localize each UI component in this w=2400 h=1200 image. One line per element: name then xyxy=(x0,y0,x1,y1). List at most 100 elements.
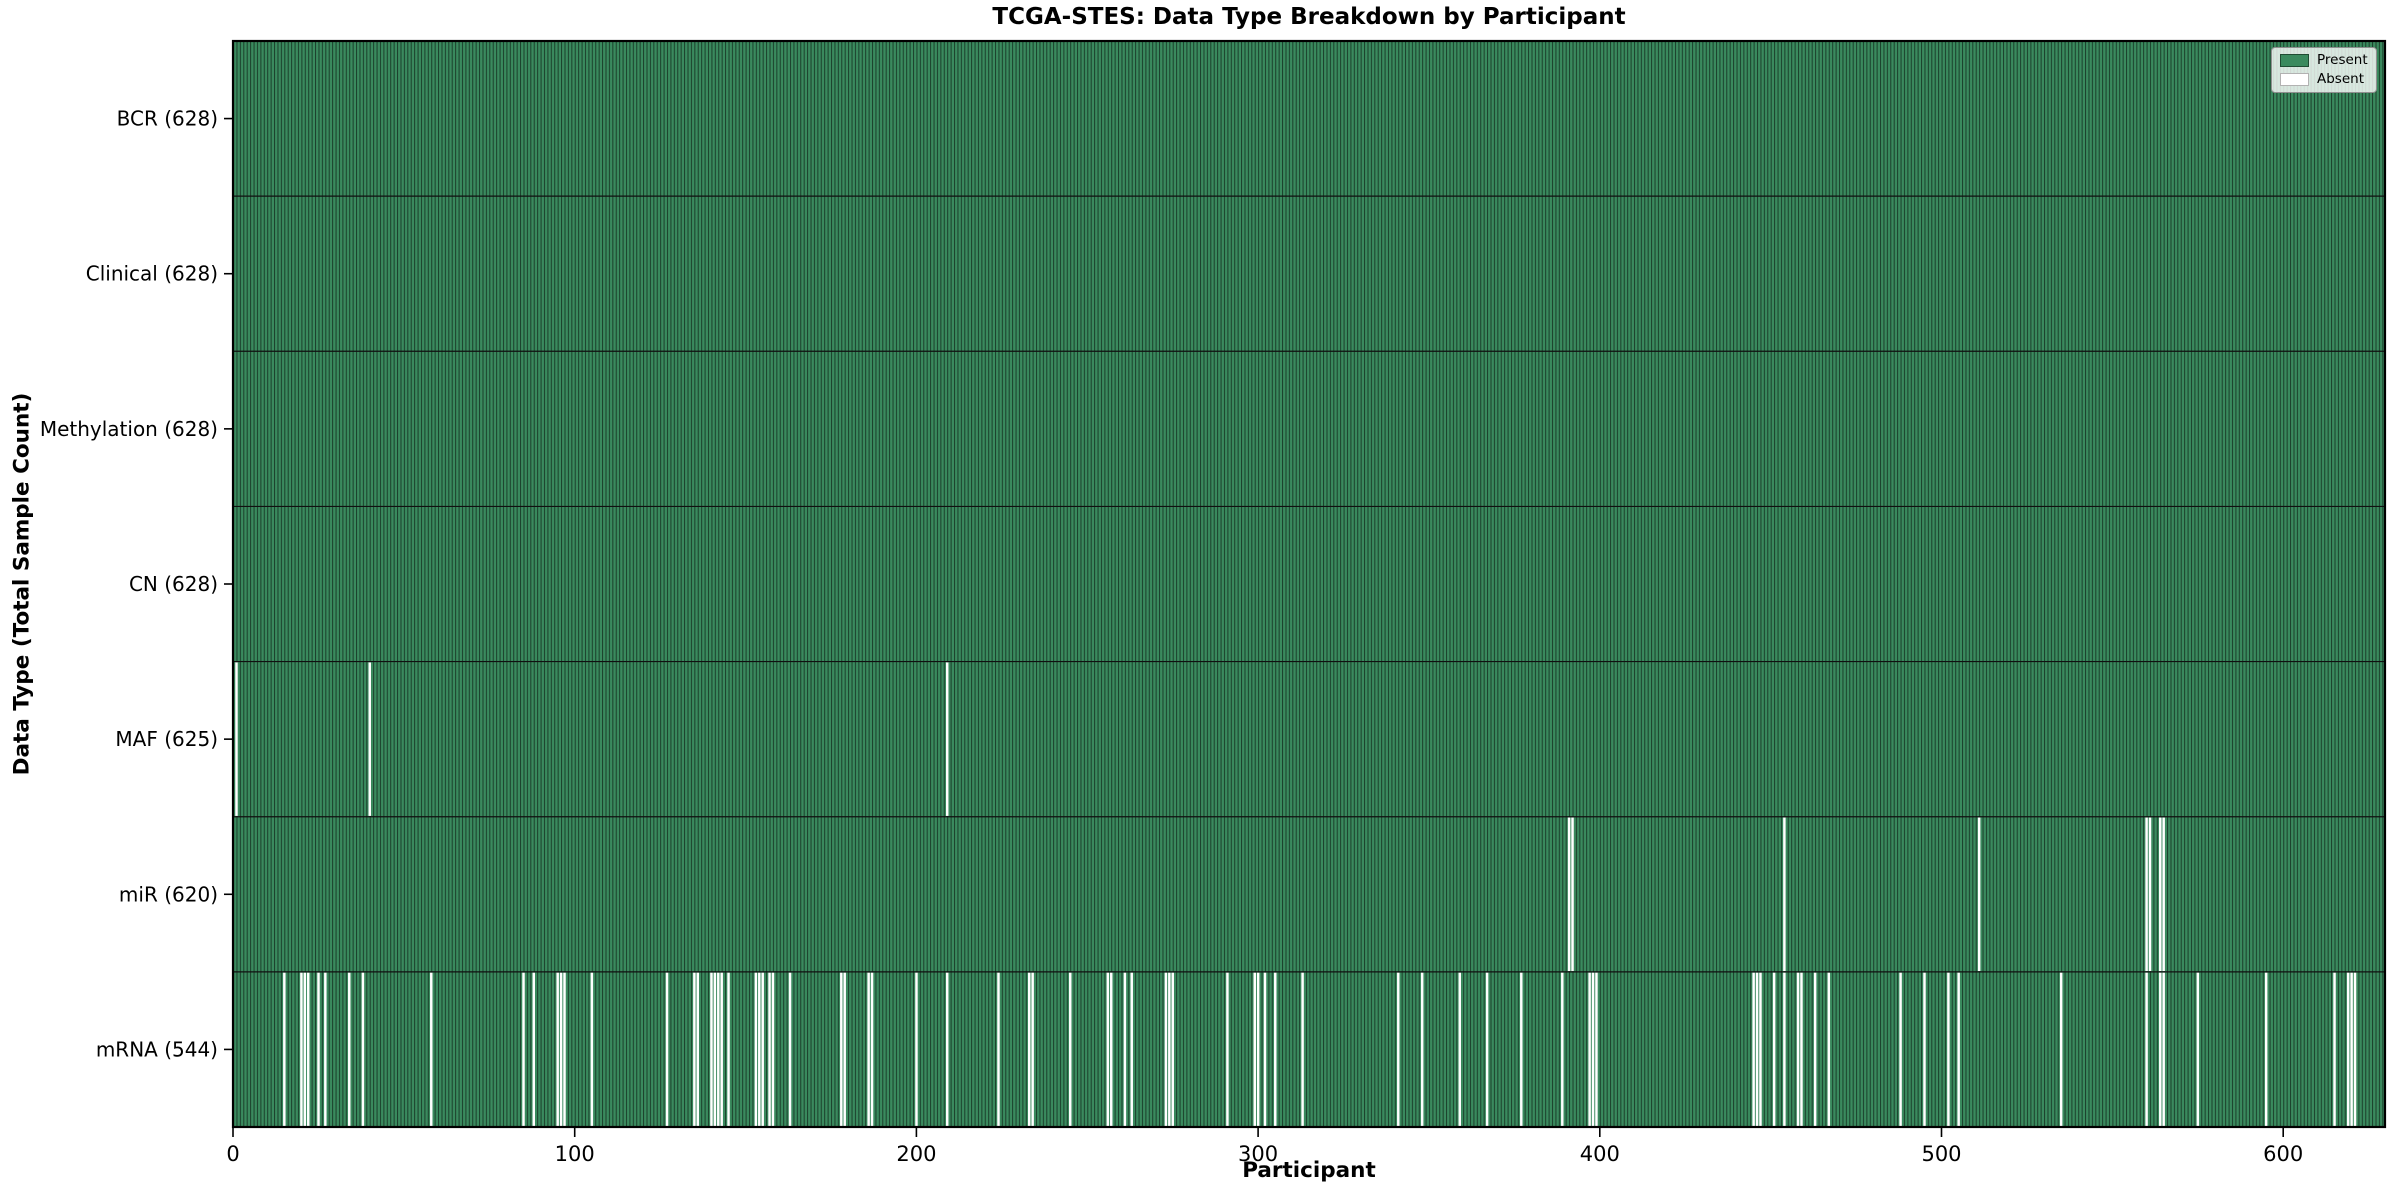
absent-strip-mRNA xyxy=(870,972,874,1127)
absent-strip-mRNA xyxy=(1752,972,1755,1127)
absent-strip-miR xyxy=(2159,817,2162,972)
y-tick-label: mRNA (544) xyxy=(96,1037,218,1061)
absent-strip-mRNA xyxy=(1899,972,1902,1127)
absent-strip-mRNA xyxy=(1485,972,1489,1127)
absent-strip-mRNA xyxy=(945,972,949,1127)
absent-strip-mRNA xyxy=(556,972,559,1127)
absent-strip-mRNA xyxy=(1171,972,1174,1127)
x-tick-label: 300 xyxy=(1238,1142,1278,1166)
absent-strip-miR xyxy=(2148,817,2152,972)
absent-strip-mRNA xyxy=(590,972,594,1127)
absent-strip-mRNA xyxy=(1561,972,1564,1127)
absent-strip-mRNA xyxy=(2162,972,2165,1127)
absent-strip-mRNA xyxy=(1957,972,1960,1127)
absent-strip-mRNA xyxy=(1923,972,1926,1127)
absent-strip-mRNA xyxy=(665,972,669,1127)
absent-strip-mRNA xyxy=(522,972,525,1127)
absent-strip-mRNA xyxy=(696,972,700,1127)
absent-strip-miR xyxy=(1977,817,1981,972)
absent-strip-mRNA xyxy=(1759,972,1762,1127)
absent-strip-mRNA xyxy=(2145,972,2148,1127)
legend-label-absent: Absent xyxy=(2317,70,2364,87)
absent-strip-mRNA xyxy=(317,972,320,1127)
absent-strip-mRNA xyxy=(2350,972,2353,1127)
absent-strip-mRNA xyxy=(1755,972,1759,1127)
x-tick-label: 400 xyxy=(1580,1142,1620,1166)
absent-strip-mRNA xyxy=(693,972,696,1127)
x-tick-label: 200 xyxy=(896,1142,936,1166)
absent-strip-mRNA xyxy=(997,972,1000,1127)
absent-strip-mRNA xyxy=(717,972,720,1127)
absent-strip-mRNA xyxy=(2264,972,2268,1127)
absent-strip-mRNA xyxy=(300,972,303,1127)
absent-strip-mRNA xyxy=(1591,972,1595,1127)
absent-strip-mRNA xyxy=(283,972,286,1127)
absent-strip-mRNA xyxy=(713,972,717,1127)
y-tick-label: Methylation (628) xyxy=(40,417,218,441)
absent-strip-mRNA xyxy=(430,972,433,1127)
absent-strip-mRNA xyxy=(1595,972,1598,1127)
absent-strip-mRNA xyxy=(1827,972,1831,1127)
absent-strip-mRNA xyxy=(1420,972,1424,1127)
absent-strip-mRNA xyxy=(1031,972,1034,1127)
present-field xyxy=(233,41,2385,1127)
absent-strip-mRNA xyxy=(758,972,761,1127)
absent-strip-mRNA xyxy=(771,972,775,1127)
absent-strip-mRNA xyxy=(1106,972,1110,1127)
y-tick-label: MAF (625) xyxy=(115,727,218,751)
absent-strip-mRNA xyxy=(768,972,771,1127)
absent-strip-mRNA xyxy=(1226,972,1229,1127)
absent-strip-mRNA xyxy=(788,972,792,1127)
absent-strip-mRNA xyxy=(867,972,870,1127)
absent-strip-mRNA xyxy=(2059,972,2063,1127)
absent-strip-mRNA xyxy=(720,972,723,1127)
absent-strip-mRNA xyxy=(1520,972,1523,1127)
absent-strip-mRNA xyxy=(1253,972,1256,1127)
y-tick-label: Clinical (628) xyxy=(86,262,218,286)
x-tick-label: 100 xyxy=(555,1142,595,1166)
absent-swatch-icon xyxy=(2280,72,2309,86)
absent-strip-mRNA xyxy=(2346,972,2350,1127)
absent-strip-mRNA xyxy=(2196,972,2200,1127)
absent-strip-MAF xyxy=(368,662,371,816)
absent-strip-mRNA xyxy=(754,972,758,1127)
absent-strip-mRNA xyxy=(1588,972,1591,1127)
absent-strip-mRNA xyxy=(1028,972,1031,1127)
legend-item-absent: Absent xyxy=(2280,70,2368,87)
absent-strip-mRNA xyxy=(2333,972,2336,1127)
absent-strip-mRNA xyxy=(1772,972,1776,1127)
y-tick-label: BCR (628) xyxy=(117,107,218,131)
absent-strip-mRNA xyxy=(710,972,713,1127)
absent-strip-mRNA xyxy=(1130,972,1133,1127)
absent-strip-mRNA xyxy=(361,972,365,1127)
absent-strip-mRNA xyxy=(761,972,764,1127)
absent-strip-mRNA xyxy=(2353,972,2357,1127)
legend: Present Absent xyxy=(2271,47,2377,93)
absent-strip-mRNA xyxy=(1164,972,1168,1127)
absent-strip-miR xyxy=(1783,817,1786,972)
absent-strip-mRNA xyxy=(727,972,730,1127)
absent-strip-mRNA xyxy=(1110,972,1113,1127)
absent-strip-mRNA xyxy=(348,972,351,1127)
absent-strip-MAF xyxy=(235,662,238,816)
absent-strip-mRNA xyxy=(1800,972,1803,1127)
y-tick-label: CN (628) xyxy=(129,572,218,596)
absent-strip-miR xyxy=(2162,817,2165,972)
absent-strip-mRNA xyxy=(559,972,563,1127)
present-swatch-icon xyxy=(2280,54,2309,68)
legend-label-present: Present xyxy=(2317,52,2368,68)
absent-strip-mRNA xyxy=(915,972,918,1127)
absent-strip-mRNA xyxy=(1796,972,1800,1127)
absent-strip-mRNA xyxy=(1274,972,1277,1127)
absent-strip-mRNA xyxy=(303,972,307,1127)
absent-strip-mRNA xyxy=(843,972,846,1127)
absent-strip-mRNA xyxy=(532,972,536,1127)
absent-strip-mRNA xyxy=(1069,972,1072,1127)
chart-title: TCGA-STES: Data Type Breakdown by Partic… xyxy=(992,4,1626,30)
legend-item-present: Present xyxy=(2280,52,2368,68)
absent-strip-mRNA xyxy=(840,972,843,1127)
absent-strip-miR xyxy=(1571,817,1574,972)
absent-strip-mRNA xyxy=(1813,972,1817,1127)
